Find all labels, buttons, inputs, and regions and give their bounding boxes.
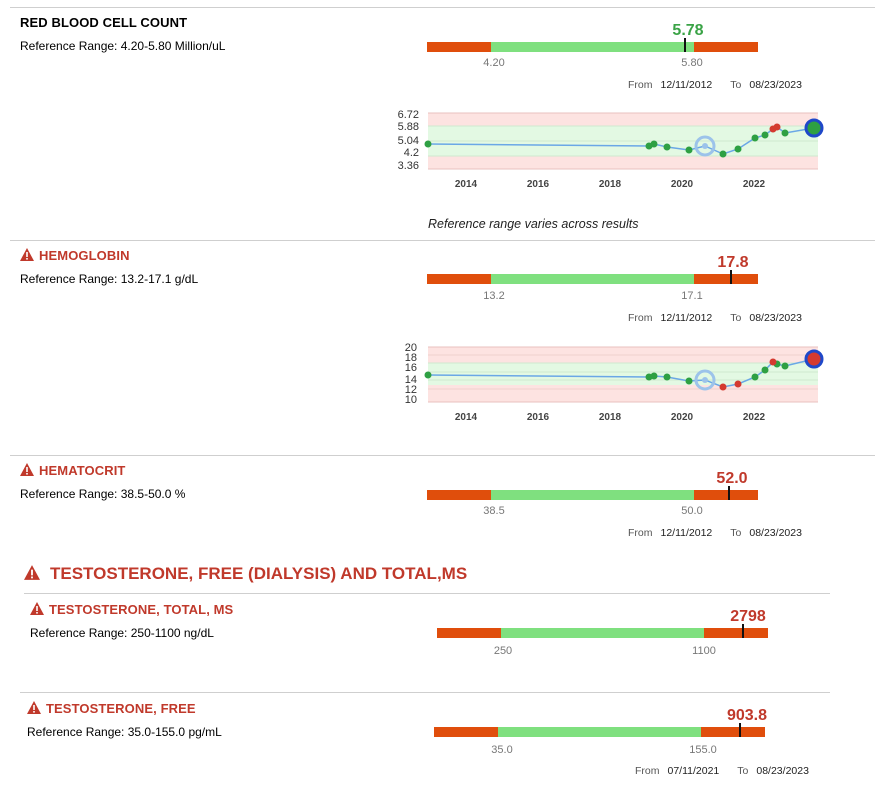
x-tick: 2020 bbox=[671, 179, 694, 190]
x-tick: 2016 bbox=[527, 412, 550, 423]
rbc-low-limit: 4.20 bbox=[483, 57, 505, 69]
testo-total-value-marker bbox=[742, 624, 744, 638]
x-tick: 2022 bbox=[743, 412, 766, 423]
separator bbox=[10, 240, 875, 241]
hgb-title: HEMOGLOBIN bbox=[39, 248, 130, 263]
separator bbox=[10, 7, 875, 8]
hct-date-range: From 12/11/2012 To 08/23/2023 bbox=[628, 527, 810, 539]
hgb-range-bar bbox=[427, 274, 758, 284]
testo-total-low-limit: 250 bbox=[493, 645, 513, 657]
from-label: From bbox=[635, 765, 660, 777]
testo-total-high-limit: 1100 bbox=[692, 645, 716, 657]
testo-total-value: 2798 bbox=[730, 608, 766, 625]
testosterone-group-title: TESTOSTERONE, FREE (DIALYSIS) AND TOTAL,… bbox=[50, 564, 468, 583]
y-tick: 18 bbox=[405, 352, 417, 364]
hgb-value: 17.8 bbox=[717, 254, 749, 271]
x-tick: 2016 bbox=[527, 179, 550, 190]
hct-low-limit: 38.5 bbox=[483, 505, 505, 517]
from-date: 12/11/2012 bbox=[660, 312, 713, 324]
testo-free-value-marker bbox=[739, 723, 741, 737]
to-date: 08/23/2023 bbox=[749, 79, 802, 91]
warning-icon bbox=[20, 248, 34, 261]
from-label: From bbox=[628, 79, 653, 91]
from-date: 07/11/2021 bbox=[667, 765, 720, 777]
from-label: From bbox=[628, 527, 653, 539]
separator bbox=[20, 692, 830, 693]
testo-free-title-row: TESTOSTERONE, FREE bbox=[27, 701, 196, 716]
y-tick: 10 bbox=[405, 394, 417, 406]
hct-reference-range: Reference Range: 38.5-50.0 % bbox=[20, 487, 186, 501]
testo-total-title: TESTOSTERONE, TOTAL, MS bbox=[49, 602, 234, 617]
rbc-high-limit: 5.80 bbox=[681, 57, 703, 69]
hct-title-row: HEMATOCRIT bbox=[20, 463, 125, 478]
testo-free-reference-range: Reference Range: 35.0-155.0 pg/mL bbox=[27, 725, 222, 739]
rbc-range-bar bbox=[427, 42, 758, 52]
hgb-high-limit: 17.1 bbox=[681, 290, 703, 302]
rbc-title: RED BLOOD CELL COUNT bbox=[20, 15, 188, 30]
to-label: To bbox=[730, 527, 742, 539]
from-label: From bbox=[628, 312, 653, 324]
y-tick: 6.72 bbox=[398, 109, 419, 121]
warning-icon bbox=[20, 463, 34, 476]
to-date: 08/23/2023 bbox=[756, 765, 809, 777]
y-tick: 14 bbox=[405, 374, 417, 386]
testo-free-date-range: From 07/11/2021 To 08/23/2023 bbox=[635, 765, 817, 777]
y-tick: 20 bbox=[405, 342, 417, 354]
to-label: To bbox=[737, 765, 749, 777]
y-tick: 4.2 bbox=[404, 147, 419, 159]
x-tick: 2022 bbox=[743, 179, 766, 190]
testo-free-low-limit: 35.0 bbox=[491, 744, 513, 756]
hgb-value-marker bbox=[730, 270, 732, 284]
warning-icon bbox=[30, 602, 44, 615]
testo-free-high-limit: 155.0 bbox=[689, 744, 717, 756]
rbc-value: 5.78 bbox=[672, 22, 704, 39]
x-tick: 2020 bbox=[671, 412, 694, 423]
hct-value-marker bbox=[728, 486, 730, 500]
y-tick: 12 bbox=[405, 384, 417, 396]
warning-icon bbox=[24, 565, 40, 580]
testo-total-range-bar bbox=[437, 628, 768, 638]
from-date: 12/11/2012 bbox=[660, 527, 713, 539]
to-date: 08/23/2023 bbox=[749, 312, 802, 324]
testo-free-value: 903.8 bbox=[726, 707, 768, 724]
to-label: To bbox=[730, 312, 742, 324]
testo-total-title-row: TESTOSTERONE, TOTAL, MS bbox=[30, 602, 233, 617]
separator bbox=[10, 455, 875, 456]
x-tick: 2014 bbox=[455, 179, 478, 190]
to-date: 08/23/2023 bbox=[749, 527, 802, 539]
testo-free-title: TESTOSTERONE, FREE bbox=[46, 701, 196, 716]
rbc-date-range: From 12/11/2012 To 08/23/2023 bbox=[628, 79, 810, 91]
rbc-reference-range: Reference Range: 4.20-5.80 Million/uL bbox=[20, 39, 226, 53]
y-tick: 5.04 bbox=[398, 135, 419, 147]
hgb-title-row: HEMOGLOBIN bbox=[20, 248, 130, 263]
hgb-reference-range: Reference Range: 13.2-17.1 g/dL bbox=[20, 272, 199, 286]
hct-value: 52.0 bbox=[716, 470, 748, 487]
x-tick: 2014 bbox=[455, 412, 478, 423]
hgb-low-limit: 13.2 bbox=[483, 290, 505, 302]
testo-total-reference-range: Reference Range: 250-1100 ng/dL bbox=[30, 626, 214, 640]
y-tick: 5.88 bbox=[398, 121, 419, 133]
y-tick: 16 bbox=[405, 362, 417, 374]
rbc-value-marker bbox=[684, 38, 686, 52]
y-tick: 3.36 bbox=[398, 160, 419, 172]
hct-high-limit: 50.0 bbox=[681, 505, 703, 517]
warning-icon bbox=[27, 701, 41, 714]
hct-title: HEMATOCRIT bbox=[39, 463, 126, 478]
rbc-trend-chart: 6.72 5.88 5.04 4.2 3.36 2014 2016 2018 2… bbox=[398, 109, 824, 190]
rbc-reference-note: Reference range varies across results bbox=[428, 217, 639, 231]
to-label: To bbox=[730, 79, 742, 91]
hgb-date-range: From 12/11/2012 To 08/23/2023 bbox=[628, 312, 810, 324]
hgb-trend-chart: 20 18 16 14 12 10 2014 2016 2018 2020 20… bbox=[405, 342, 824, 423]
x-tick: 2018 bbox=[599, 412, 622, 423]
testosterone-group-title-row: TESTOSTERONE, FREE (DIALYSIS) AND TOTAL,… bbox=[24, 564, 467, 584]
hct-range-bar bbox=[427, 490, 758, 500]
from-date: 12/11/2012 bbox=[660, 79, 713, 91]
testo-free-range-bar bbox=[434, 727, 765, 737]
x-tick: 2018 bbox=[599, 179, 622, 190]
separator bbox=[24, 593, 830, 594]
